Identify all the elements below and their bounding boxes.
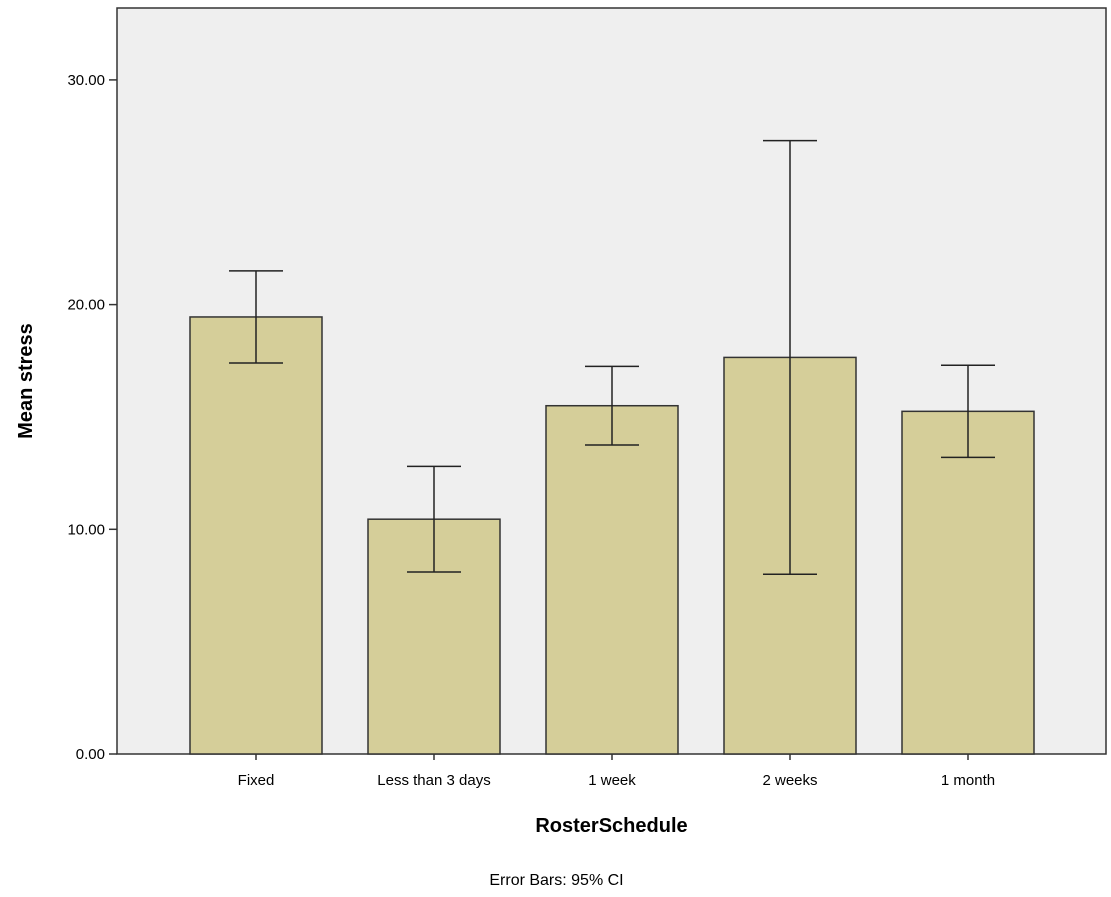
x-tick-label: Fixed [238, 772, 275, 789]
x-axis: Fixed Less than 3 days 1 week 2 weeks 1 mont… [238, 754, 995, 789]
x-tick-label: 1 month [941, 772, 995, 789]
error-bar [941, 364, 995, 459]
error-bar [229, 270, 283, 364]
error-bar [407, 465, 461, 573]
bar-fixed [189, 316, 323, 755]
y-tick-label: 30.00 [67, 72, 105, 89]
error-bar [585, 365, 639, 446]
error-bars-layer [229, 139, 995, 575]
y-axis-title: Mean stress [15, 323, 37, 439]
x-axis-title: RosterSchedule [535, 815, 687, 837]
bars-layer [189, 316, 1035, 755]
x-tick-label: 2 weeks [762, 772, 817, 789]
error-bars-footnote: Error Bars: 95% CI [489, 872, 623, 889]
y-tick-label: 0.00 [76, 746, 105, 763]
bar-1-week [545, 404, 679, 755]
y-tick-label: 10.00 [67, 521, 105, 538]
error-bar [763, 139, 817, 575]
x-tick-label: Less than 3 days [377, 772, 490, 789]
y-tick-label: 20.00 [67, 297, 105, 314]
bar-1-month [901, 410, 1035, 755]
y-axis: 0.00 10.00 20.00 30.00 [67, 72, 117, 763]
x-tick-label: 1 week [588, 772, 636, 789]
